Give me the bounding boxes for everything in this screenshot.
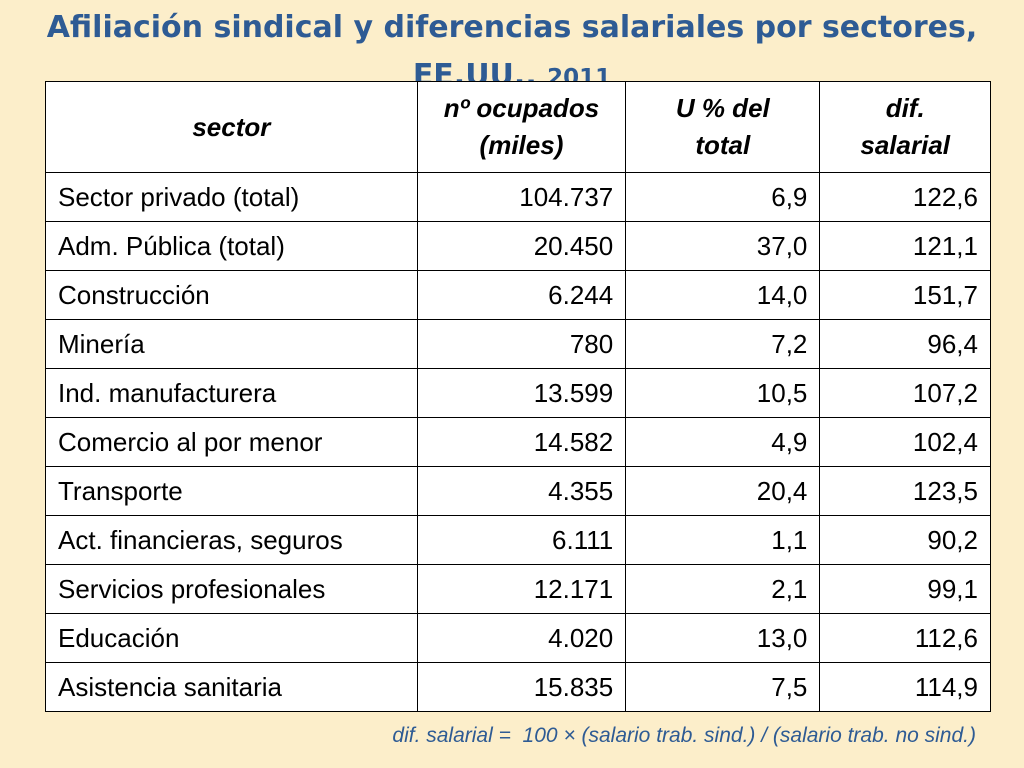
header-union-pct-line1: U % del (675, 93, 770, 123)
cell-sector: Servicios profesionales (45, 564, 418, 614)
header-wage-diff: dif. salarial (819, 81, 991, 173)
header-sector: sector (45, 81, 418, 173)
cell-union-pct: 14,0 (625, 270, 821, 320)
table-row: Minería 780 7,2 96,4 (45, 319, 991, 369)
union-wage-table: sector nº ocupados (miles) U % del total d… (45, 81, 991, 712)
table-body: Sector privado (total) 104.737 6,9 122,6… (45, 172, 991, 712)
cell-ocupados: 14.582 (416, 417, 627, 467)
header-ocupados: nº ocupados (miles) (416, 81, 627, 173)
table-row: Comercio al por menor 14.582 4,9 102,4 (45, 417, 991, 467)
cell-sector: Sector privado (total) (45, 172, 418, 222)
cell-sector: Adm. Pública (total) (45, 221, 418, 271)
cell-union-pct: 2,1 (625, 564, 821, 614)
cell-ocupados: 20.450 (416, 221, 627, 271)
cell-ocupados: 6.244 (416, 270, 627, 320)
cell-wage-diff: 112,6 (819, 613, 991, 663)
cell-sector: Ind. manufacturera (45, 368, 418, 418)
cell-union-pct: 6,9 (625, 172, 821, 222)
cell-wage-diff: 114,9 (819, 662, 991, 712)
header-sector-label: sector (192, 111, 271, 142)
header-union-pct: U % del total (625, 81, 821, 173)
cell-wage-diff: 90,2 (819, 515, 991, 565)
cell-union-pct: 37,0 (625, 221, 821, 271)
cell-union-pct: 13,0 (625, 613, 821, 663)
header-union-pct-line2: total (695, 130, 751, 160)
cell-sector: Construcción (45, 270, 418, 320)
cell-ocupados: 104.737 (416, 172, 627, 222)
cell-union-pct: 4,9 (625, 417, 821, 467)
table-row: Ind. manufacturera 13.599 10,5 107,2 (45, 368, 991, 418)
cell-union-pct: 10,5 (625, 368, 821, 418)
table-row: Asistencia sanitaria 15.835 7,5 114,9 (45, 662, 991, 712)
cell-sector: Act. financieras, seguros (45, 515, 418, 565)
table-row: Servicios profesionales 12.171 2,1 99,1 (45, 564, 991, 614)
cell-ocupados: 6.111 (416, 515, 627, 565)
cell-union-pct: 20,4 (625, 466, 821, 516)
cell-ocupados: 13.599 (416, 368, 627, 418)
cell-wage-diff: 102,4 (819, 417, 991, 467)
header-wage-diff-line1: dif. (885, 93, 925, 123)
cell-wage-diff: 122,6 (819, 172, 991, 222)
table-row: Educación 4.020 13,0 112,6 (45, 613, 991, 663)
cell-wage-diff: 123,5 (819, 466, 991, 516)
cell-wage-diff: 151,7 (819, 270, 991, 320)
table-header: sector nº ocupados (miles) U % del total d… (45, 81, 991, 173)
table-row: Sector privado (total) 104.737 6,9 122,6 (45, 172, 991, 222)
cell-ocupados: 15.835 (416, 662, 627, 712)
header-ocupados-line1: nº ocupados (443, 93, 600, 123)
footnote-formula: dif. salarial = 100 × (salario trab. sin… (392, 724, 976, 747)
cell-sector: Asistencia sanitaria (45, 662, 418, 712)
cell-ocupados: 4.355 (416, 466, 627, 516)
cell-sector: Minería (45, 319, 418, 369)
header-wage-diff-line2: salarial (860, 130, 951, 160)
cell-union-pct: 7,5 (625, 662, 821, 712)
cell-wage-diff: 107,2 (819, 368, 991, 418)
cell-wage-diff: 99,1 (819, 564, 991, 614)
cell-ocupados: 12.171 (416, 564, 627, 614)
cell-sector: Comercio al por menor (45, 417, 418, 467)
table-row: Transporte 4.355 20,4 123,5 (45, 466, 991, 516)
cell-sector: Transporte (45, 466, 418, 516)
cell-union-pct: 7,2 (625, 319, 821, 369)
cell-union-pct: 1,1 (625, 515, 821, 565)
table-row: Construcción 6.244 14,0 151,7 (45, 270, 991, 320)
slide-title: Afiliación sindical y diferencias salari… (40, 4, 984, 102)
cell-ocupados: 4.020 (416, 613, 627, 663)
cell-sector: Educación (45, 613, 418, 663)
title-text: Afiliación sindical y diferencias salari… (46, 10, 978, 93)
table-row: Act. financieras, seguros 6.111 1,1 90,2 (45, 515, 991, 565)
cell-wage-diff: 121,1 (819, 221, 991, 271)
header-ocupados-line2: (miles) (479, 130, 564, 160)
cell-wage-diff: 96,4 (819, 319, 991, 369)
header-row: sector nº ocupados (miles) U % del total d… (45, 81, 991, 173)
table-row: Adm. Pública (total) 20.450 37,0 121,1 (45, 221, 991, 271)
cell-ocupados: 780 (416, 319, 627, 369)
